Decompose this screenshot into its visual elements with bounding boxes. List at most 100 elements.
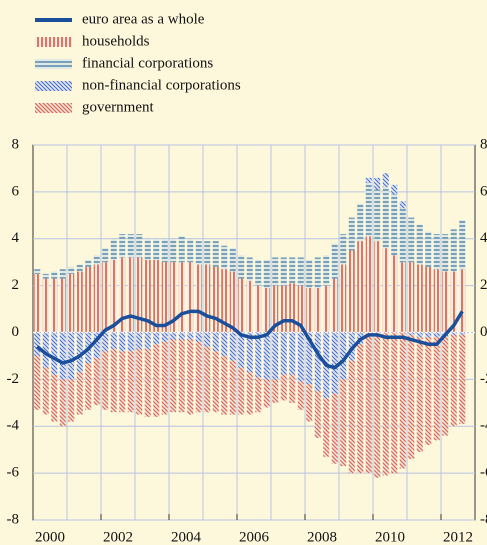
bar (68, 379, 75, 422)
bar (144, 238, 151, 260)
x-tick-label: 2012 (443, 529, 473, 545)
bar (110, 332, 117, 349)
bar (255, 332, 262, 378)
bar (76, 332, 83, 373)
bar (110, 259, 117, 333)
bar (416, 337, 423, 453)
bar (187, 262, 194, 333)
bar (399, 201, 406, 209)
bar (425, 266, 432, 333)
bar (51, 374, 58, 422)
bar (187, 238, 194, 263)
bar (297, 381, 304, 410)
bar (442, 337, 449, 436)
bar (76, 271, 83, 333)
bar (382, 332, 389, 476)
bar (204, 332, 211, 347)
bar (85, 266, 92, 333)
bar (331, 393, 338, 464)
bar (272, 285, 279, 333)
bar (102, 262, 109, 333)
bar (178, 332, 185, 340)
y-tick-label: -4 (7, 418, 20, 434)
bar (119, 332, 126, 352)
bar (221, 269, 228, 333)
bar (416, 224, 423, 265)
bar (102, 351, 109, 410)
bar (51, 271, 58, 279)
bar (255, 259, 262, 286)
bar (450, 332, 457, 335)
bar (34, 355, 41, 410)
bar (85, 362, 92, 410)
bar (280, 332, 287, 375)
bar (450, 229, 457, 272)
legend-swatch (35, 103, 72, 113)
bar (314, 332, 321, 392)
bar (374, 189, 381, 242)
bar (119, 234, 126, 258)
bar (246, 280, 253, 333)
bar (144, 259, 151, 333)
x-tick-label: 2006 (239, 529, 270, 545)
bar (425, 332, 432, 338)
bar (178, 262, 185, 333)
bar (459, 334, 466, 424)
x-tick-label: 2004 (171, 529, 202, 545)
bar (42, 273, 49, 279)
bar (59, 332, 66, 380)
bar (289, 283, 296, 333)
bar (170, 238, 177, 263)
bar (195, 341, 202, 413)
bar (416, 264, 423, 333)
bar (433, 269, 440, 333)
bar (442, 234, 449, 272)
bar (255, 285, 262, 333)
y2-tick-label: 8 (480, 136, 487, 152)
bar (170, 332, 177, 340)
legend-label: euro area as a whole (82, 11, 205, 27)
bar (433, 337, 440, 441)
bar (280, 285, 287, 333)
bar (263, 379, 270, 408)
bar (85, 259, 92, 267)
y2-tick-label: -8 (480, 511, 487, 527)
bar (280, 257, 287, 286)
bar (246, 332, 253, 373)
bar (365, 182, 372, 237)
bar (425, 231, 432, 267)
bar (212, 241, 219, 267)
bar (374, 177, 381, 190)
bar (382, 173, 389, 188)
bar (255, 377, 262, 413)
bar (323, 285, 330, 333)
bar (357, 203, 364, 242)
bar (323, 255, 330, 286)
legend-swatch (35, 37, 72, 47)
y-tick-label: -2 (7, 371, 20, 387)
bar (272, 257, 279, 286)
y2-tick-label: 2 (480, 277, 487, 293)
bar (289, 332, 296, 375)
y2-tick-label: -4 (480, 418, 487, 434)
bar (127, 257, 134, 333)
bar (297, 285, 304, 333)
bar (340, 264, 347, 333)
bar (93, 358, 100, 406)
bar (136, 257, 143, 333)
bar (365, 332, 372, 474)
bar (34, 269, 41, 274)
bar (391, 255, 398, 333)
bar (136, 348, 143, 415)
legend-label: non-financial corporations (82, 77, 241, 93)
bar (433, 234, 440, 270)
bar (314, 287, 321, 333)
bar (76, 264, 83, 272)
y-tick-label: 0 (12, 324, 20, 340)
y-tick-label: 8 (12, 136, 20, 152)
legend-swatch (35, 59, 72, 69)
x-tick-label: 2002 (103, 529, 133, 545)
bar (391, 194, 398, 256)
bar (357, 241, 364, 333)
bar (399, 208, 406, 263)
